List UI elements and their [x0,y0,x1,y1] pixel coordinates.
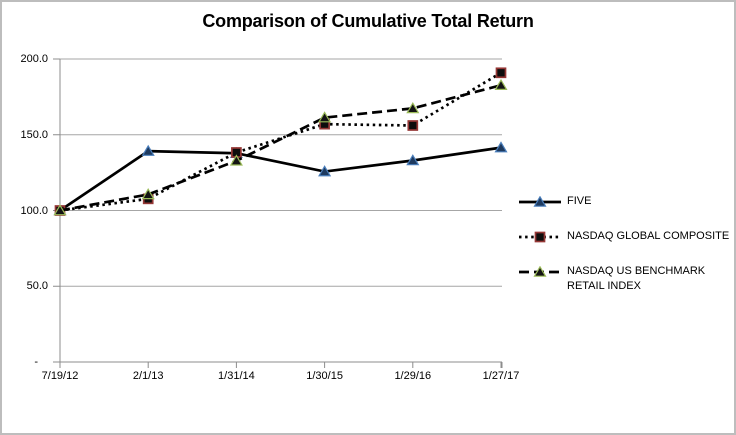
data-point-marker [494,78,508,91]
data-point-marker [141,188,155,200]
data-point-marker [495,67,507,79]
data-point-marker [229,154,243,166]
x-axis-label: 1/30/15 [306,370,343,382]
x-axis-label: 7/19/12 [41,370,79,382]
series-five [53,141,508,216]
data-point-marker [494,141,508,153]
x-axis-label: 2/1/13 [132,370,164,382]
series-nasdaq-global-composite [54,67,507,216]
series-line [59,71,502,212]
legend-line-marker-icon [519,231,561,243]
series-nasdaq-us-benchmark-retail-index [53,78,508,216]
legend-marker [533,266,547,277]
legend-item-five: FIVE [519,194,729,209]
series-line [59,146,502,212]
x-axis-label: 1/27/17 [482,370,520,382]
legend-item-nasdaq-global-composite: NASDAQ GLOBAL COMPOSITE [519,229,729,244]
data-point-marker [53,204,67,216]
legend-item-nasdaq-us-benchmark-retail: NASDAQ US BENCHMARK RETAIL INDEX [519,264,729,294]
y-axis-label: 50.0 [26,280,48,293]
data-point-marker [406,102,420,114]
legend-label-five: FIVE [567,195,592,207]
legend-label-nasdaq-global-composite: NASDAQ GLOBAL COMPOSITE [567,230,730,242]
legend-line-marker-icon [519,266,561,277]
x-axis-label: 1/31/14 [218,370,255,382]
data-point-marker [141,144,155,156]
y-axis-label: 150.0 [20,128,48,141]
data-point-marker [407,120,419,131]
legend-line-marker-icon [519,196,561,207]
legend-label-nasdaq-us-benchmark-retail: NASDAQ US BENCHMARK RETAIL INDEX [567,265,706,292]
data-point-marker [318,165,332,177]
legend-marker [533,196,547,207]
x-axis-label: 1/29/16 [394,370,432,382]
series-line [59,83,502,212]
data-point-marker [406,154,420,166]
y-axis-label: 100.0 [20,204,48,217]
data-point-marker [318,111,332,123]
y-axis-label: 200.0 [20,53,48,65]
legend: FIVE NASDAQ GLOBAL COMPOSITE NASDAQ US B… [519,194,729,294]
legend-marker [534,231,546,243]
y-axis-label: - [34,356,38,368]
chart-title: Comparison of Cumulative Total Return [202,11,534,31]
